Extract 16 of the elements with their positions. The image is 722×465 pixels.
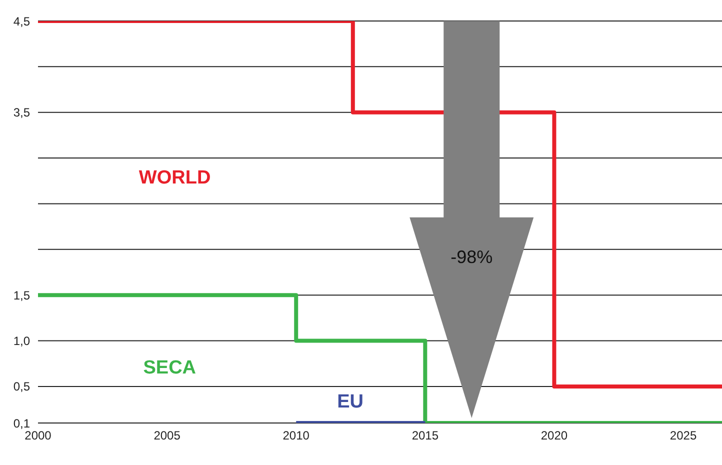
x-tick-label: 2000 <box>24 428 52 443</box>
y-tick-label: 0,5 <box>13 380 30 394</box>
y-tick-label: 0,1 <box>13 416 30 430</box>
text: WORLD <box>138 168 211 189</box>
x-tick-label: 2010 <box>282 428 310 443</box>
y-tick-label: 3,5 <box>13 106 30 120</box>
y-tick-label: 4,5 <box>13 14 30 28</box>
y-tick-label: 1,0 <box>13 334 30 348</box>
x-tick-label: 2015 <box>412 428 439 443</box>
series-label: EU <box>337 391 364 412</box>
annotation: -98% <box>450 247 493 268</box>
y-tick-label: 1,5 <box>13 288 30 302</box>
x-tick-label: 2025 <box>670 428 697 443</box>
x-tick-label: 2020 <box>540 428 568 443</box>
text: SECA <box>143 358 196 379</box>
x-tick-label: 2005 <box>154 428 181 443</box>
